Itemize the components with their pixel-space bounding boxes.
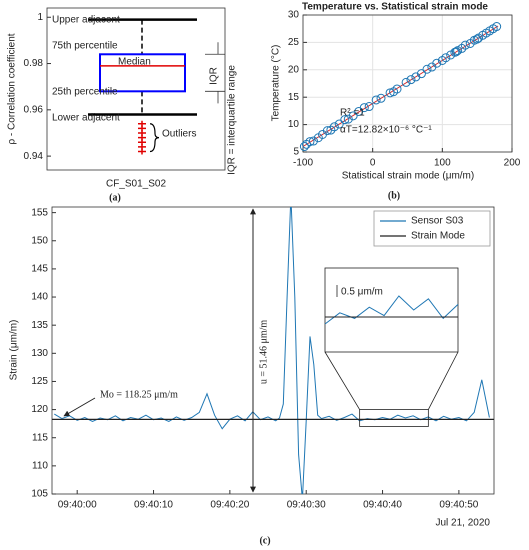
point	[460, 40, 470, 50]
annotation: Lower adjacent	[52, 113, 120, 124]
point	[329, 122, 339, 132]
series-layer	[52, 207, 494, 494]
y-tick-label: 25	[288, 37, 300, 48]
x-tick-label: 200	[504, 158, 521, 169]
point	[432, 58, 442, 68]
y-tick-label: 105	[31, 489, 48, 500]
y-tick-label: 0.94	[24, 151, 44, 162]
x-tick-label: 09:40:40	[363, 500, 402, 511]
x-tick-label: 09:40:20	[210, 500, 249, 511]
point	[406, 75, 416, 85]
point	[371, 95, 381, 105]
x-tick-label: 100	[434, 158, 451, 169]
x-axis-label: Statistical strain mode (μm/m)	[342, 171, 474, 182]
annotation: αT=12.82×10⁻⁶ °C⁻¹	[340, 125, 432, 136]
point	[334, 119, 344, 129]
point	[299, 142, 309, 152]
point	[359, 103, 369, 113]
y-tick-label: 110	[32, 461, 48, 472]
annotation: Upper adjacent	[52, 15, 120, 26]
annotation: 25th percentile	[52, 87, 118, 98]
zoom-box	[359, 409, 429, 427]
x-tick-label: 09:40:30	[287, 500, 326, 511]
annotation: Median	[118, 57, 151, 68]
point	[308, 136, 318, 146]
point	[348, 111, 358, 121]
point	[453, 46, 463, 56]
x-tick-label: 09:40:00	[58, 500, 97, 511]
x-tick-label: 09:40:10	[134, 500, 173, 511]
plot-area	[47, 8, 225, 170]
x-tick-label: CF_S01_S02	[106, 179, 166, 190]
y-tick-label: 15	[288, 92, 300, 103]
axes-frame	[46, 7, 226, 171]
legend-label: Sensor S03	[411, 216, 464, 227]
point	[305, 137, 315, 147]
panel-label: (c)	[259, 535, 270, 546]
inset-line	[324, 295, 459, 325]
point	[340, 115, 350, 125]
x-tick-label: 0	[370, 158, 376, 169]
annotation: Mo = 118.25 μm/m	[100, 389, 178, 400]
series-line	[54, 207, 490, 494]
point	[416, 69, 426, 79]
zoom-connector	[324, 351, 459, 410]
annotation: IQR	[209, 67, 220, 85]
point	[343, 114, 353, 124]
outlier-brace	[149, 123, 160, 153]
point	[364, 102, 374, 112]
point	[401, 77, 411, 87]
panel-label: (b)	[388, 190, 400, 201]
x-tick-label: 09:40:50	[439, 500, 478, 511]
y-tick-label: 155	[31, 207, 48, 218]
y-tick-label: 5	[293, 147, 299, 158]
point	[376, 93, 386, 103]
legend-label: Strain Mode	[411, 231, 465, 242]
annotation: 0.5 μm/m	[341, 287, 383, 298]
point	[422, 64, 432, 74]
annotation: Outliers	[162, 129, 196, 140]
axes-frame	[51, 206, 495, 495]
iqr-bracket	[205, 42, 225, 104]
annotation: 75th percentile	[52, 41, 118, 52]
y-tick-label: 0.98	[24, 58, 44, 69]
y-tick-label: 140	[31, 292, 48, 303]
y-tick-label: 10	[288, 119, 300, 130]
y-tick-label: 30	[288, 10, 300, 21]
panel-label: (a)	[109, 192, 121, 203]
annotation: u = 51.46 μm/m	[258, 320, 269, 385]
y-tick-label: 120	[31, 404, 48, 415]
y-tick-label: 20	[288, 64, 300, 75]
y-tick-label: 115	[32, 432, 48, 443]
point	[385, 88, 395, 98]
y-tick-label: 125	[31, 376, 48, 387]
y-tick-label: 1	[37, 12, 43, 23]
y-tick-label: 150	[31, 235, 48, 246]
chart-title: Temperature vs. Statistical strain mode	[302, 2, 488, 13]
point	[322, 126, 332, 136]
y-tick-label: 135	[31, 320, 48, 331]
inset-frame	[324, 267, 459, 353]
point	[492, 22, 502, 32]
outlier	[138, 148, 146, 155]
axes-frame	[302, 14, 513, 153]
legend-box	[373, 210, 491, 247]
y-tick-label: 145	[31, 264, 48, 275]
point	[441, 53, 451, 63]
y-tick-label: 0.96	[24, 104, 44, 115]
x-tick-label: -100	[293, 158, 313, 169]
box	[99, 53, 186, 93]
annotation: R² =1	[340, 108, 365, 119]
date-label: Jul 21, 2020	[436, 518, 491, 529]
y-axis-label: ρ - Correlation coefficient	[7, 33, 18, 144]
y-tick-label: 130	[31, 348, 48, 359]
point	[392, 84, 402, 94]
annotation: IQR = interquartile range	[227, 65, 238, 175]
mo-arrow	[63, 397, 96, 417]
y-axis-label: Strain (μm/m)	[9, 320, 20, 381]
y-axis-label: Temperature (°C)	[271, 45, 282, 122]
